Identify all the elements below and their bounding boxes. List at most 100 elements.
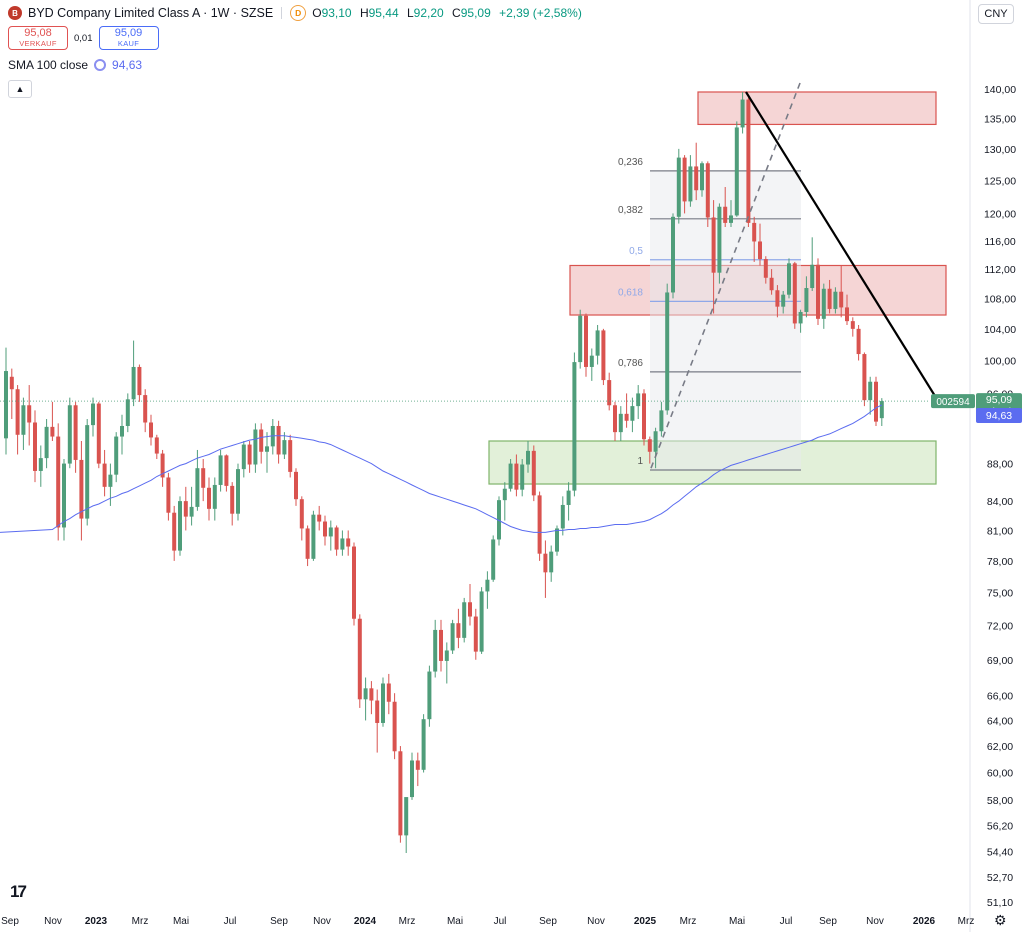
candle-down bbox=[143, 395, 148, 423]
candle-down bbox=[259, 429, 264, 452]
candle-up bbox=[798, 311, 803, 324]
symbol-code-tag bbox=[931, 394, 975, 409]
price-tick-label: 58,00 bbox=[987, 795, 1013, 807]
candle-up bbox=[729, 215, 733, 223]
price-tick-label: 120,00 bbox=[984, 208, 1016, 220]
price-axis[interactable]: 140,00 135,00 130,00 125,00 120,00 116,00 112,… bbox=[984, 84, 1016, 909]
sell-button[interactable]: 95,08 VERKAUF bbox=[8, 26, 68, 50]
candle-up bbox=[630, 406, 635, 421]
candle-up bbox=[241, 444, 246, 470]
time-tick-label: Nov bbox=[587, 916, 605, 927]
indicator-legend[interactable]: SMA 100 close 94,63 bbox=[8, 58, 142, 72]
candle-down bbox=[201, 468, 206, 488]
candle-down bbox=[839, 291, 844, 308]
candle-down bbox=[694, 166, 699, 191]
candle-down bbox=[543, 553, 548, 573]
candle-down bbox=[79, 459, 84, 519]
candle-down bbox=[792, 263, 797, 324]
candle-up bbox=[781, 294, 786, 307]
sma-line bbox=[0, 404, 883, 533]
candle-down bbox=[172, 512, 177, 551]
candle-down bbox=[624, 413, 629, 421]
time-tick-label: Jul bbox=[494, 916, 507, 927]
fibonacci-level-label: 0,5 bbox=[629, 246, 643, 257]
candle-up bbox=[560, 504, 565, 529]
candle-down bbox=[96, 403, 101, 464]
candle-down bbox=[33, 422, 37, 471]
candle-down bbox=[456, 623, 461, 638]
candle-down bbox=[601, 330, 606, 381]
candle-down bbox=[230, 485, 235, 514]
price-tick-label: 69,00 bbox=[987, 655, 1013, 667]
candle-up bbox=[328, 527, 333, 537]
candles-layer bbox=[4, 91, 884, 854]
candle-up bbox=[555, 528, 559, 552]
candle-down bbox=[317, 514, 322, 522]
candle-up bbox=[189, 506, 194, 517]
gear-icon[interactable]: ⚙ bbox=[994, 912, 1007, 928]
candle-down bbox=[845, 307, 849, 322]
close-label: C bbox=[452, 6, 461, 20]
candle-up bbox=[520, 464, 525, 490]
low-value: 92,20 bbox=[413, 6, 444, 20]
time-tick-label: 2023 bbox=[85, 916, 108, 927]
candle-up bbox=[282, 440, 287, 455]
sma-price-text: 94,63 bbox=[986, 410, 1012, 422]
downtrend-line bbox=[745, 91, 937, 399]
sell-label: VERKAUF bbox=[19, 38, 57, 48]
price-tick-label: 66,00 bbox=[987, 691, 1013, 703]
fibonacci-level-label: 0,618 bbox=[618, 287, 643, 298]
sma-price-tag bbox=[976, 408, 1022, 424]
candle-down bbox=[874, 381, 878, 422]
ohlc-values: O93,10 H95,44 L92,20 C95,09 +2,39 (+2,58… bbox=[312, 6, 582, 20]
candle-up bbox=[120, 425, 124, 437]
time-tick-label: 2024 bbox=[354, 916, 377, 927]
time-tick-label: Jul bbox=[780, 916, 793, 927]
time-tick-label: Sep bbox=[819, 916, 837, 927]
candle-down bbox=[723, 206, 728, 223]
candle-down bbox=[149, 422, 153, 438]
candle-down bbox=[294, 471, 298, 500]
candle-up bbox=[410, 760, 414, 798]
time-tick-label: Mrz bbox=[132, 916, 149, 927]
candle-up bbox=[740, 99, 745, 128]
tradingview-logo-icon[interactable]: 17 bbox=[10, 882, 27, 901]
resistance-zone bbox=[697, 91, 937, 126]
indicator-value: 94,63 bbox=[112, 58, 143, 72]
time-tick-label: Mrz bbox=[399, 916, 416, 927]
sma-layer bbox=[0, 404, 883, 533]
market-status-badge[interactable]: D bbox=[290, 5, 307, 21]
fibonacci-level-label: 0,382 bbox=[618, 205, 643, 216]
trend-angle-dashed-line bbox=[650, 80, 802, 469]
candle-up bbox=[67, 405, 72, 464]
candle-down bbox=[711, 217, 716, 273]
price-tick-label: 56,20 bbox=[987, 820, 1013, 832]
price-tick-label: 81,00 bbox=[987, 525, 1013, 537]
candle-up bbox=[508, 463, 513, 489]
currency-button[interactable]: CNY bbox=[978, 4, 1014, 24]
chart-header: B BYD Company Limited Class A · 1W · SZS… bbox=[0, 0, 1024, 100]
candle-down bbox=[183, 501, 188, 517]
symbol-title[interactable]: BYD Company Limited Class A · 1W · SZSE bbox=[28, 6, 274, 20]
candle-down bbox=[357, 618, 362, 700]
candle-up bbox=[502, 488, 507, 501]
candle-up bbox=[700, 163, 704, 191]
collapse-chevron-up-icon[interactable]: ▲ bbox=[8, 80, 32, 98]
candle-up bbox=[427, 671, 432, 720]
buy-button[interactable]: 95,09 KAUF bbox=[98, 26, 159, 50]
candle-up bbox=[450, 623, 455, 651]
candle-down bbox=[276, 425, 281, 455]
time-tick-label: 2025 bbox=[634, 916, 657, 927]
candle-down bbox=[398, 751, 403, 836]
time-tick-label: Sep bbox=[1, 916, 19, 927]
candle-up bbox=[253, 429, 258, 465]
time-axis[interactable]: Sep Nov 2023 Mrz Mai Jul Sep Nov 2024 Mrz Mai Jul Se… bbox=[1, 916, 974, 927]
candle-down bbox=[763, 259, 768, 278]
candle-up bbox=[236, 469, 240, 514]
spread-value: 0,01 bbox=[74, 32, 93, 44]
low-label: L bbox=[406, 6, 414, 20]
candle-down bbox=[392, 701, 397, 752]
candle-down bbox=[15, 389, 20, 435]
